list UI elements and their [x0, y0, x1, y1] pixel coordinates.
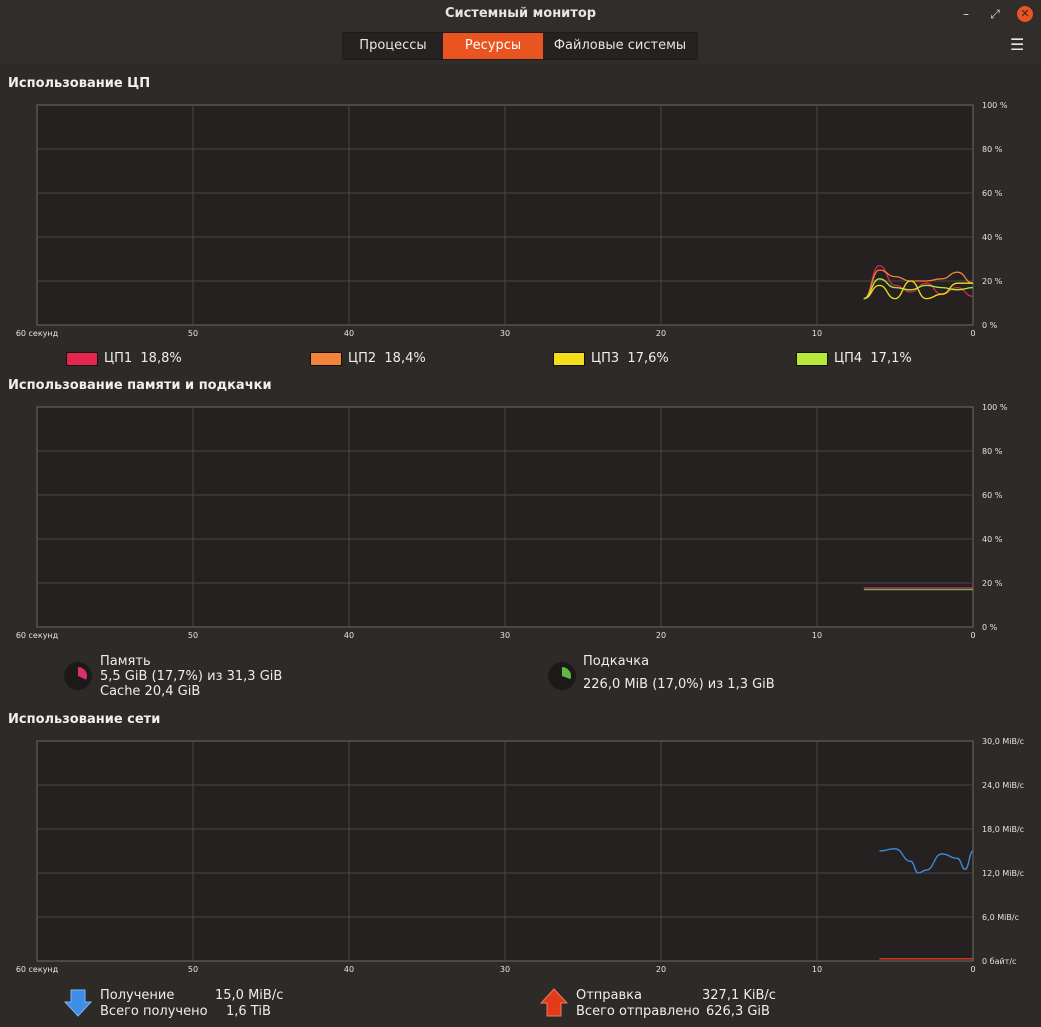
- memory-pie-slice: [78, 667, 87, 680]
- memory-section-title: Использование памяти и подкачки: [8, 378, 272, 393]
- send-total-label: Всего отправлено: [576, 1004, 700, 1019]
- tab-filesystems[interactable]: Файловые системы: [543, 33, 697, 59]
- maximize-icon[interactable]: ⤢: [990, 7, 1000, 21]
- cpu4-label: ЦП4: [834, 351, 863, 366]
- cpu-series-3: [863, 280, 973, 300]
- minimize-icon[interactable]: –: [963, 7, 969, 21]
- cpu-series-2: [863, 269, 974, 300]
- network-section-title: Использование сети: [8, 712, 161, 727]
- cpu3-legend: ЦП3 17,6%: [553, 351, 669, 366]
- memory-info: Память 5,5 GiB (17,7%) из 31,3 GiB Cache…: [100, 654, 282, 699]
- send-rate: 327,1 KiB/с: [702, 988, 776, 1003]
- cpu-xtick: 0: [970, 329, 975, 338]
- swap-pie-icon[interactable]: [548, 662, 576, 690]
- cpu-ytick: 20 %: [982, 277, 1003, 286]
- network-ytick: 18,0 MiB/с: [982, 825, 1024, 834]
- cpu-xtick: 40: [344, 329, 354, 338]
- memory-ytick: 0 %: [982, 623, 998, 632]
- cpu1-label: ЦП1: [104, 351, 133, 366]
- send-label: Отправка: [576, 988, 643, 1003]
- cpu-ytick: 40 %: [982, 233, 1003, 242]
- network-series-1: [879, 848, 974, 874]
- swap-label: Подкачка: [583, 654, 650, 669]
- network-ytick: 12,0 MiB/с: [982, 869, 1024, 878]
- memory-ytick: 40 %: [982, 535, 1003, 544]
- cpu4-legend: ЦП4 17,1%: [796, 351, 912, 366]
- cpu2-color-swatch[interactable]: [310, 351, 342, 366]
- cpu4-color-swatch[interactable]: [796, 351, 828, 366]
- memory-pie-icon[interactable]: [64, 662, 92, 690]
- tab-resources[interactable]: Ресурсы: [443, 33, 543, 59]
- swap-pie-slice: [562, 667, 571, 680]
- cpu-ytick: 0 %: [982, 321, 998, 330]
- receive-total-label: Всего получено: [100, 1004, 208, 1019]
- cpu1-legend: ЦП1 18,8%: [66, 351, 182, 366]
- memory-ytick: 60 %: [982, 491, 1003, 500]
- network-graph: 30,0 MiB/с 24,0 MiB/с 18,0 MiB/с 12,0 MiB/с…: [16, 737, 1024, 974]
- receive-total: 1,6 TiB: [226, 1004, 271, 1019]
- cpu-ytick: 100 %: [982, 101, 1008, 110]
- memory-graph: 100 % 80 % 60 % 40 % 20 % 0 % 60 секунд 50 40 30 2…: [16, 403, 1008, 640]
- upload-arrow-icon[interactable]: [540, 988, 568, 1018]
- window-titlebar: Системный монитор – ⤢ ✕: [0, 0, 1041, 28]
- send-total: 626,3 GiB: [706, 1004, 770, 1019]
- memory-xtick: 10: [812, 631, 822, 640]
- network-ytick: 24,0 MiB/с: [982, 781, 1024, 790]
- swap-usage: 226,0 MiB (17,0%) из 1,3 GiB: [583, 677, 775, 692]
- cpu2-label: ЦП2: [348, 351, 377, 366]
- cpu-graph: 100 % 80 % 60 % 40 % 20 % 0 % 60 секунд 50 40 30 2…: [16, 101, 1008, 338]
- cpu-section-title: Использование ЦП: [8, 76, 151, 91]
- network-xtick: 30: [500, 965, 510, 974]
- cpu-series-4: [863, 278, 974, 300]
- network-xtick: 60 секунд: [16, 965, 59, 974]
- cpu3-label: ЦП3: [591, 351, 620, 366]
- tab-processes[interactable]: Процессы: [343, 33, 443, 59]
- memory-label: Память: [100, 654, 151, 669]
- cpu4-value: 17,1%: [870, 351, 912, 366]
- memory-cache: Cache 20,4 GiB: [100, 684, 201, 699]
- cpu3-value: 17,6%: [627, 351, 669, 366]
- cpu-ytick: 60 %: [982, 189, 1003, 198]
- network-ytick: 30,0 MiB/с: [982, 737, 1024, 746]
- network-xtick: 50: [188, 965, 198, 974]
- download-arrow-icon[interactable]: [64, 988, 92, 1018]
- cpu2-value: 18,4%: [384, 351, 426, 366]
- memory-usage: 5,5 GiB (17,7%) из 31,3 GiB: [100, 669, 283, 684]
- memory-xtick: 20: [656, 631, 666, 640]
- hamburger-menu-icon[interactable]: ☰: [1010, 35, 1025, 54]
- cpu1-color-swatch[interactable]: [66, 351, 98, 366]
- memory-ytick: 100 %: [982, 403, 1008, 412]
- network-ytick: 0 байт/с: [982, 957, 1016, 966]
- cpu1-value: 18,8%: [140, 351, 182, 366]
- window-title: Системный монитор: [444, 6, 597, 21]
- cpu-xtick: 50: [188, 329, 198, 338]
- memory-xtick: 50: [188, 631, 198, 640]
- memory-xtick: 30: [500, 631, 510, 640]
- swap-info: Подкачка 226,0 MiB (17,0%) из 1,3 GiB: [583, 654, 775, 692]
- network-xtick: 20: [656, 965, 666, 974]
- memory-ytick: 80 %: [982, 447, 1003, 456]
- network-ytick: 6,0 MiB/с: [982, 913, 1019, 922]
- network-xtick: 0: [970, 965, 975, 974]
- cpu-xtick: 30: [500, 329, 510, 338]
- network-xtick: 10: [812, 965, 822, 974]
- view-switcher: Процессы Ресурсы Файловые системы: [342, 32, 698, 60]
- memory-ytick: 20 %: [982, 579, 1003, 588]
- cpu3-color-swatch[interactable]: [553, 351, 585, 366]
- memory-xtick: 40: [344, 631, 354, 640]
- cpu-xtick: 60 секунд: [16, 329, 59, 338]
- receive-rate: 15,0 MiB/с: [215, 988, 284, 1003]
- memory-xtick: 0: [970, 631, 975, 640]
- cpu-ytick: 80 %: [982, 145, 1003, 154]
- close-icon[interactable]: ✕: [1017, 6, 1033, 22]
- receive-label: Получение: [100, 988, 175, 1003]
- cpu2-legend: ЦП2 18,4%: [310, 351, 426, 366]
- cpu-xtick: 20: [656, 329, 666, 338]
- cpu-xtick: 10: [812, 329, 822, 338]
- network-xtick: 40: [344, 965, 354, 974]
- memory-xtick: 60 секунд: [16, 631, 59, 640]
